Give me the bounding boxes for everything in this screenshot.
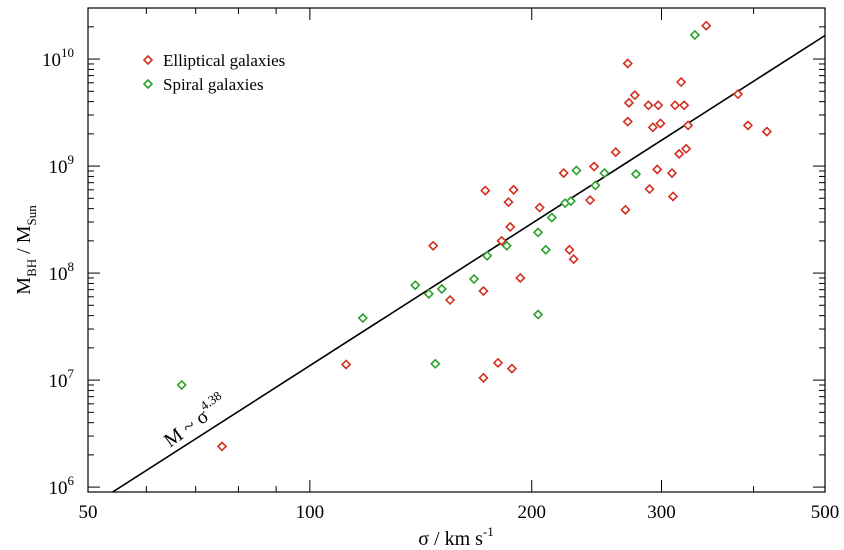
point-elliptical-galaxies [480,185,491,196]
point-elliptical-galaxies [588,161,600,172]
point-elliptical-galaxies [508,184,519,195]
point-spiral-galaxies [532,309,544,320]
point-elliptical-galaxies [680,143,692,154]
plot-frame [87,7,826,493]
point-spiral-galaxies [468,273,480,285]
point-elliptical-galaxies [505,221,516,233]
y-axis-title-sub-bh: BH [24,259,39,277]
point-elliptical-galaxies [506,363,518,374]
point-elliptical-galaxies [534,202,545,213]
point-elliptical-galaxies [341,359,352,370]
data-points [176,20,773,452]
point-elliptical-galaxies [622,116,633,127]
x-tick-label: 100 [296,502,325,523]
y-tick-label: 107 [49,366,75,392]
point-elliptical-galaxies [732,89,744,100]
point-elliptical-galaxies [558,167,569,179]
x-tick-label: 500 [811,502,840,523]
point-spiral-galaxies [176,379,187,391]
x-axis-title-main: σ / km s [418,528,483,550]
point-elliptical-galaxies [515,272,526,284]
point-elliptical-galaxies [478,372,489,383]
point-elliptical-galaxies [620,204,631,215]
point-elliptical-galaxies [623,97,635,108]
y-tick-label: 109 [49,152,75,178]
y-axis-title-sep: / M [13,225,35,259]
point-elliptical-galaxies [674,148,685,160]
y-tick-label: 106 [49,473,75,499]
x-axis-title: σ / km s-1 [418,524,494,550]
point-elliptical-galaxies [445,294,456,306]
point-spiral-galaxies [689,29,701,41]
point-spiral-galaxies [430,358,441,369]
point-elliptical-galaxies [496,235,507,246]
point-elliptical-galaxies [676,76,687,88]
point-spiral-galaxies [630,169,642,180]
point-elliptical-galaxies [568,254,579,265]
legend-marker-elliptical [142,54,154,66]
point-elliptical-galaxies [647,122,658,133]
y-axis-title-sub-sun: Sun [24,205,39,226]
point-elliptical-galaxies [701,20,712,31]
point-spiral-galaxies [482,250,493,261]
point-spiral-galaxies [599,167,610,179]
point-elliptical-galaxies [644,183,655,195]
fit-line [112,34,826,493]
point-elliptical-galaxies [666,167,678,179]
point-spiral-galaxies [565,196,576,207]
point-elliptical-galaxies [655,118,666,129]
point-elliptical-galaxies [653,100,664,111]
point-elliptical-galaxies [761,126,773,137]
point-elliptical-galaxies [667,191,679,202]
point-elliptical-galaxies [643,100,654,111]
point-elliptical-galaxies [629,90,640,101]
point-elliptical-galaxies [682,120,694,131]
point-spiral-galaxies [546,212,558,223]
point-elliptical-galaxies [478,285,489,297]
point-elliptical-galaxies [584,195,596,206]
plot-area [112,20,826,493]
y-tick-labels: 106 107 108 109 1010 [42,45,75,499]
legend: Elliptical galaxies Spiral galaxies [142,51,285,94]
point-elliptical-galaxies [669,100,681,111]
x-tick-label: 200 [517,502,546,523]
point-elliptical-galaxies [564,244,575,255]
point-spiral-galaxies [410,280,421,291]
point-spiral-galaxies [501,240,512,251]
point-spiral-galaxies [590,180,601,191]
x-tick-label: 50 [79,502,98,523]
point-spiral-galaxies [540,244,551,255]
point-elliptical-galaxies [216,441,228,452]
point-spiral-galaxies [357,312,368,324]
legend-label-spiral: Spiral galaxies [163,75,264,94]
y-axis-title: MBH / MSun [13,205,39,295]
point-elliptical-galaxies [652,164,663,175]
y-tick-label: 1010 [42,45,74,71]
point-elliptical-galaxies [503,197,514,208]
point-spiral-galaxies [532,227,544,238]
point-elliptical-galaxies [492,357,504,368]
point-elliptical-galaxies [610,146,621,158]
axis-ticks [87,7,826,493]
point-elliptical-galaxies [742,120,754,131]
point-elliptical-galaxies [428,240,439,251]
legend-label-elliptical: Elliptical galaxies [163,51,285,70]
fit-line-label: M ~ σ4.38 [157,388,231,452]
y-tick-label: 108 [49,259,75,285]
x-axis-title-sup: -1 [483,524,494,539]
point-spiral-galaxies [571,165,582,176]
legend-marker-spiral [142,78,154,90]
point-spiral-galaxies [423,288,434,299]
x-tick-labels: 50 100 200 300 500 [79,502,840,523]
point-elliptical-galaxies [679,100,690,111]
point-spiral-galaxies [436,283,447,295]
x-tick-label: 300 [647,502,676,523]
point-elliptical-galaxies [622,58,633,69]
y-axis-title-m: M [13,277,35,295]
